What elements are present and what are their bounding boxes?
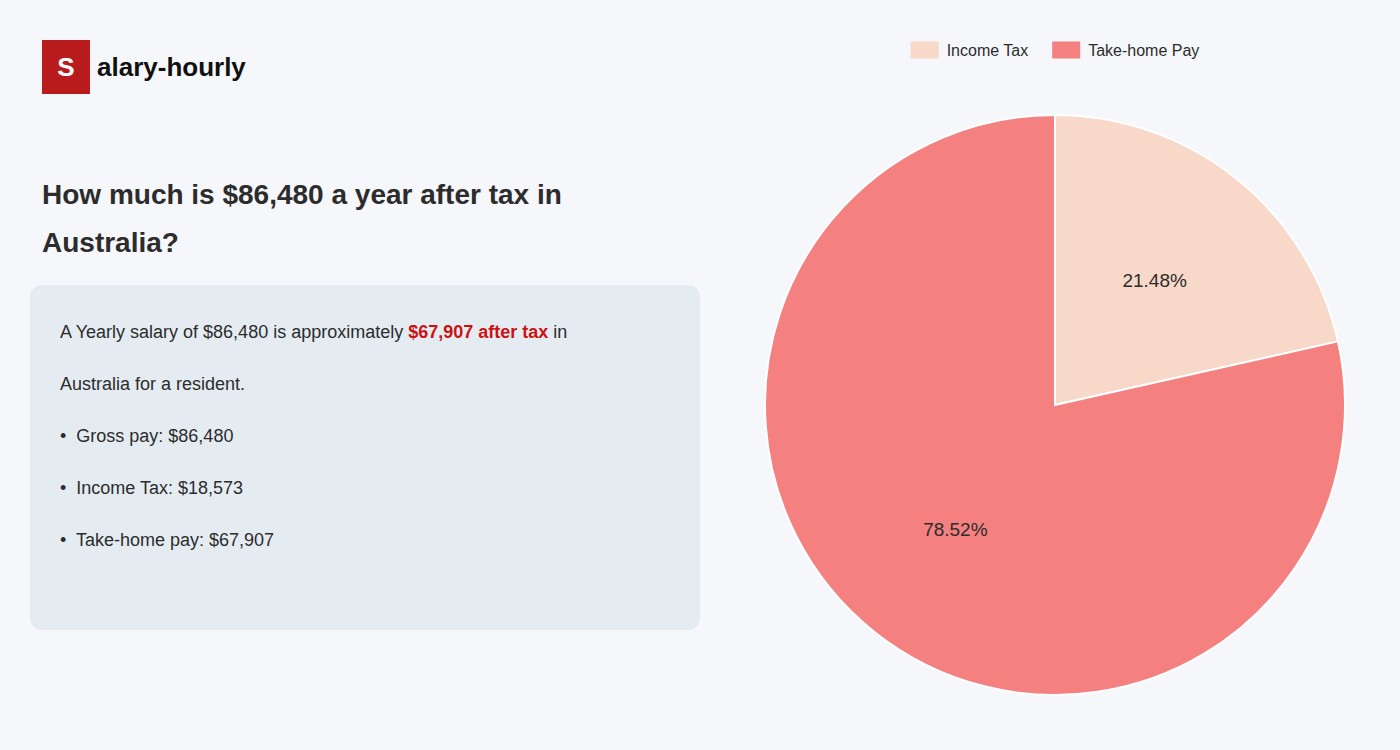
legend-label: Income Tax [947,42,1029,59]
logo-box [42,40,90,94]
chart: Salary-hourly How much is $86,480 a year … [0,0,1400,750]
data-label: 21.48% [1122,270,1187,291]
logo-letter: S [57,52,74,82]
annotation-line: Australia for a resident. [60,374,245,394]
annotation-line: A Yearly salary of $86,480 is approximat… [60,322,567,342]
annotation-line: • Gross pay: $86,480 [60,426,233,446]
annotation-text: in [548,322,567,342]
legend-label: Take-home Pay [1088,42,1199,59]
annotation-highlight: $67,907 after tax [408,322,548,342]
annotation-text: A Yearly salary of $86,480 is approximat… [60,322,408,342]
annotation-text: • Gross pay: $86,480 [60,426,233,446]
data-label: 78.52% [923,519,988,540]
title: How much is $86,480 a year after tax in [42,179,562,210]
background [0,0,1400,750]
pie-slice [765,115,1345,695]
title: Australia? [42,227,179,258]
legend-item: Income Tax [911,42,1029,59]
logo-text: alary-hourly [97,52,246,82]
annotation-line: • Income Tax: $18,573 [60,478,243,498]
annotation-text: • Take-home pay: $67,907 [60,530,274,550]
legend: Income Tax Take-home Pay [911,42,1200,59]
annotation-text: • Income Tax: $18,573 [60,478,243,498]
legend-item: Take-home Pay [1052,42,1199,59]
annotation-text: Australia for a resident. [60,374,245,394]
pie [765,115,1345,695]
legend-swatch [911,42,939,59]
annotation-line: • Take-home pay: $67,907 [60,530,274,550]
info-box [30,285,700,630]
legend-swatch [1052,42,1080,59]
